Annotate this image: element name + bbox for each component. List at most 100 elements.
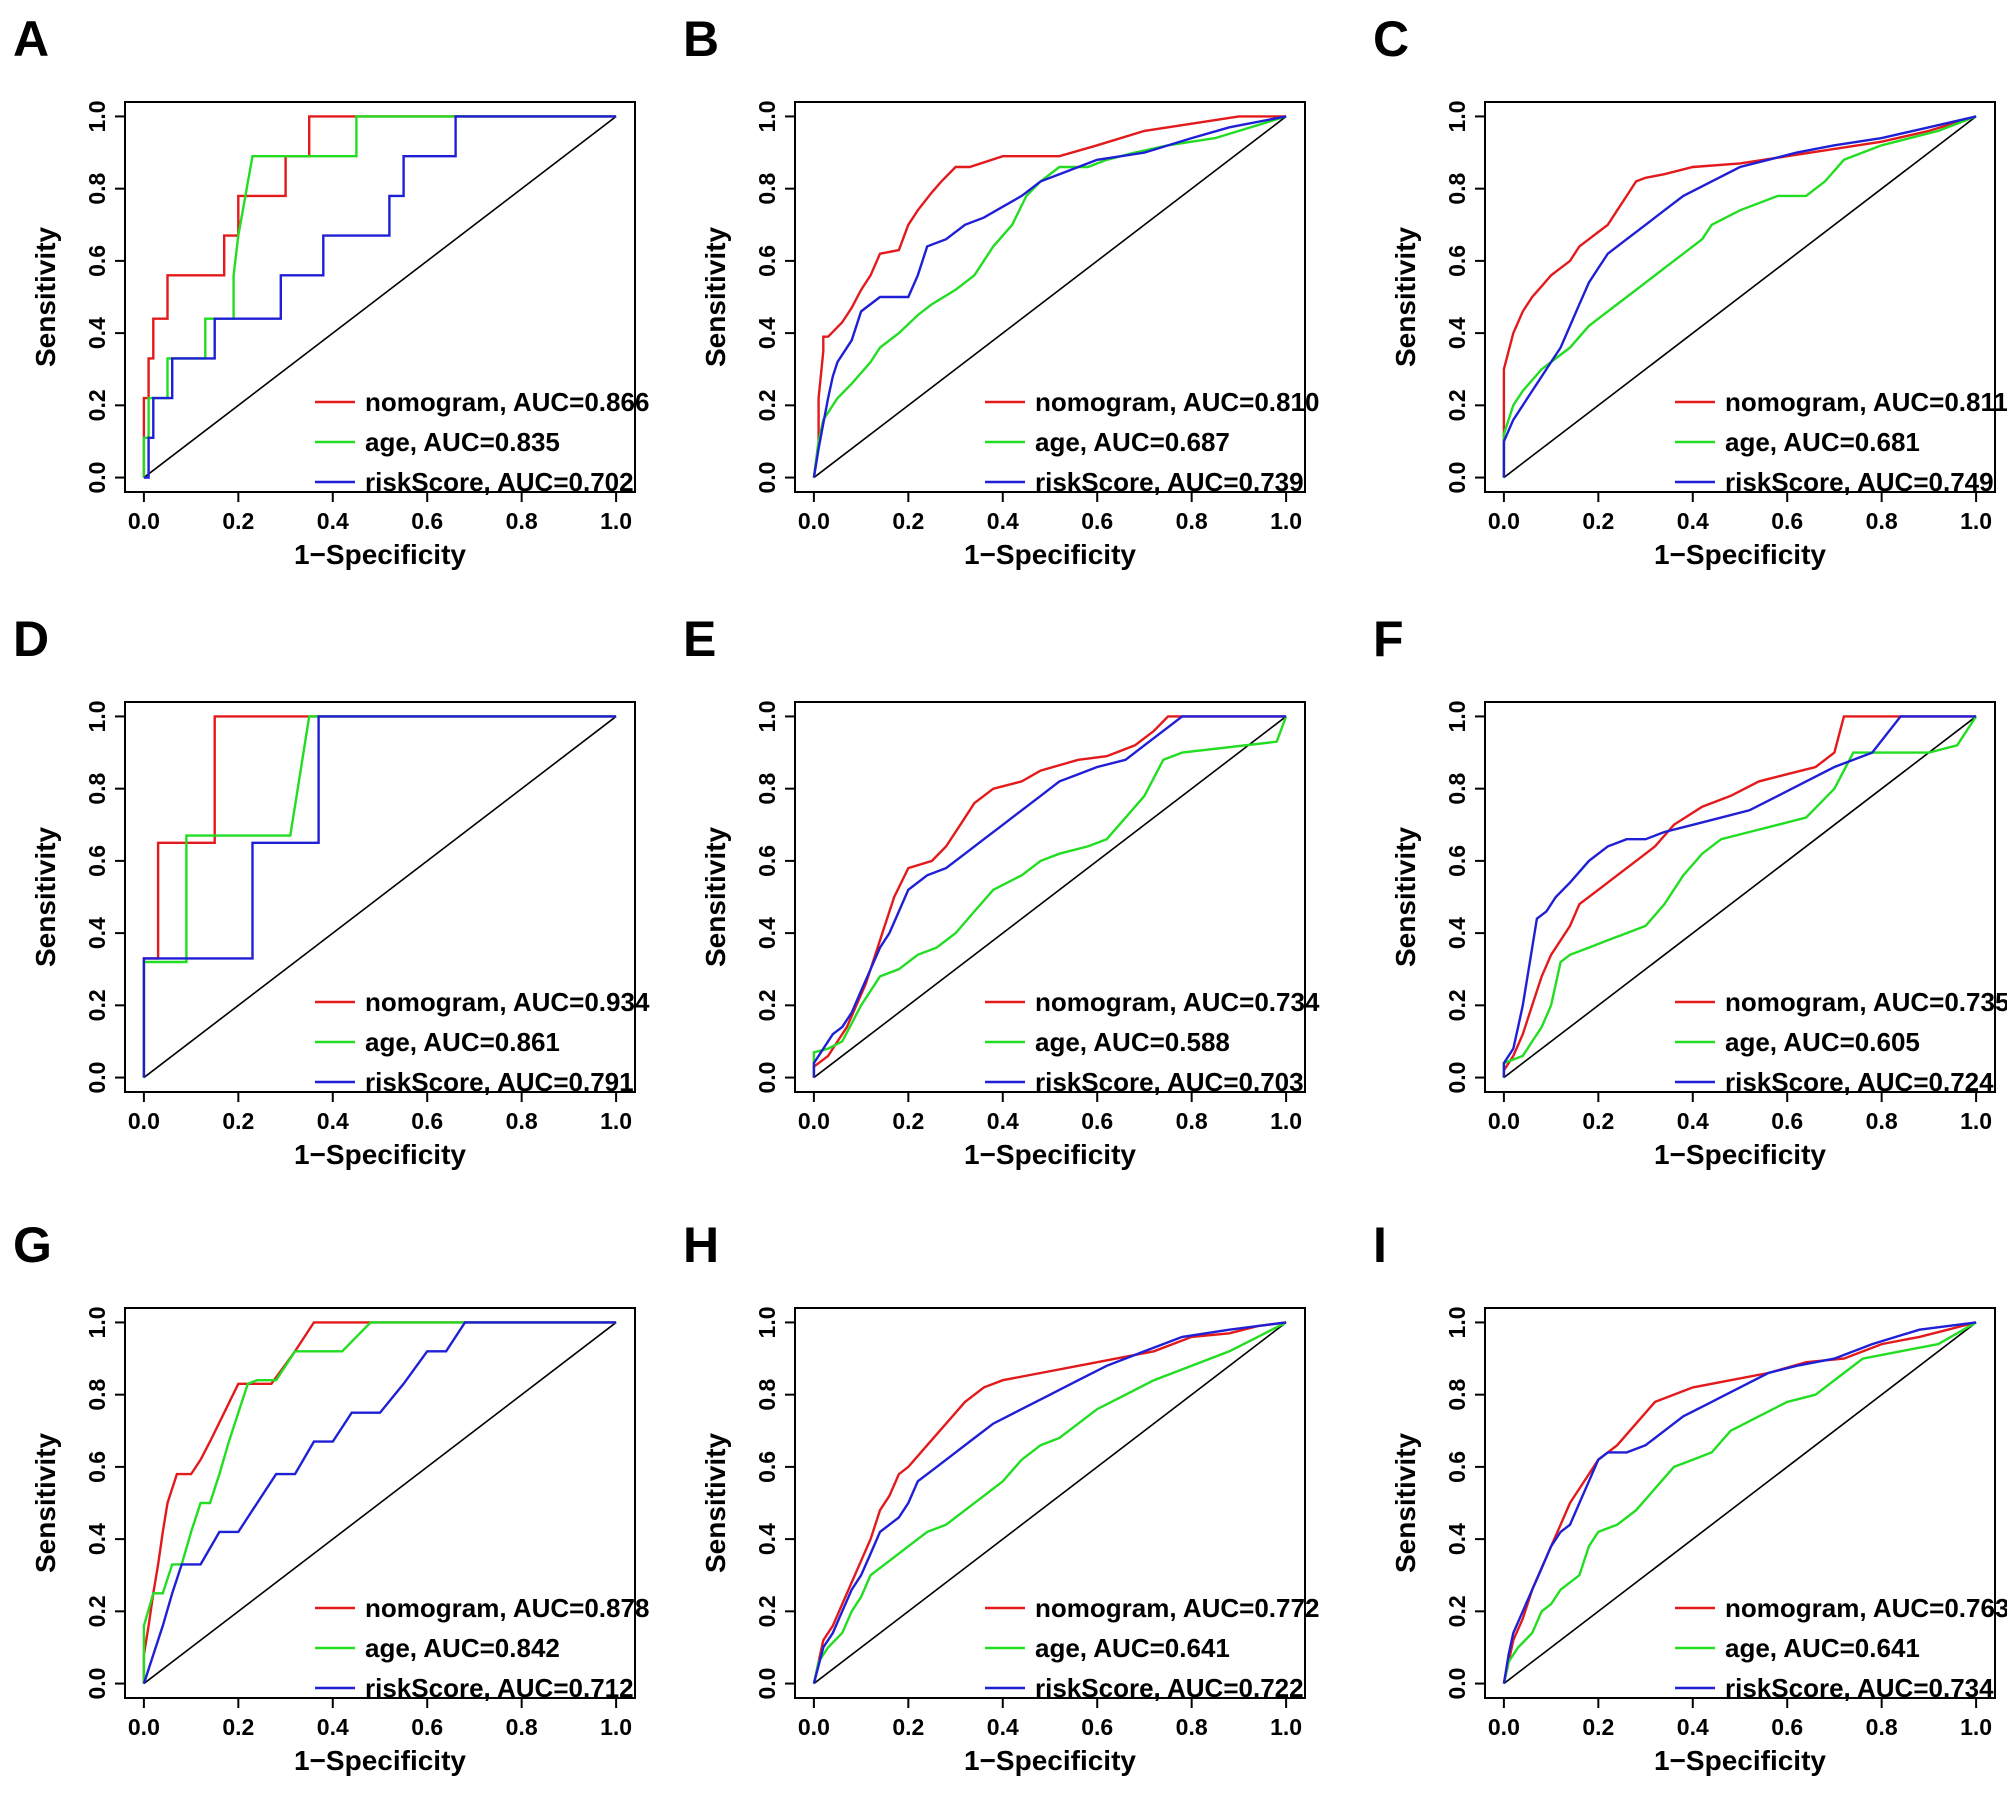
x-tick-label: 0.2 bbox=[892, 1714, 924, 1740]
y-tick-label: 0.0 bbox=[84, 1062, 110, 1094]
reference-diagonal bbox=[143, 715, 617, 1079]
y-tick-label: 0.4 bbox=[84, 1523, 110, 1555]
riskScore-roc-curve bbox=[143, 115, 617, 479]
nomogram-roc-curve bbox=[812, 115, 1287, 478]
x-tick-label: 0.8 bbox=[506, 1714, 538, 1740]
nomogram-roc-curve bbox=[812, 715, 1287, 1078]
x-tick-label: 0.6 bbox=[411, 1108, 443, 1134]
x-tick-label: 0.0 bbox=[128, 1108, 160, 1134]
y-tick-label: 0.0 bbox=[1444, 1668, 1470, 1700]
y-tick-label: 0.8 bbox=[84, 1378, 110, 1410]
legend-label-nomogram: nomogram, AUC=0.763 bbox=[1725, 1593, 2007, 1623]
reference-diagonal bbox=[143, 115, 617, 479]
y-tick-label: 0.2 bbox=[84, 989, 110, 1021]
x-tick-label: 0.8 bbox=[1866, 1108, 1898, 1134]
x-tick-label: 0.6 bbox=[411, 1714, 443, 1740]
reference-diagonal bbox=[813, 1321, 1287, 1685]
roc-panel-b: B 0.0 0.2 0.4 0.6 0.8 1.0 0.0 0.2 0.4 0.6 0.8 1.0 1−S… bbox=[683, 11, 1319, 570]
y-tick-label: 0.4 bbox=[754, 1523, 780, 1555]
legend-label-nomogram: nomogram, AUC=0.811 bbox=[1725, 387, 2007, 417]
legend-label-nomogram: nomogram, AUC=0.734 bbox=[1035, 987, 1320, 1017]
plot-frame bbox=[124, 1307, 636, 1699]
y-tick-label: 0.2 bbox=[1444, 989, 1470, 1021]
x-tick-label: 0.4 bbox=[1677, 1108, 1709, 1134]
x-tick-label: 0.6 bbox=[1771, 1108, 1803, 1134]
panel-label: G bbox=[13, 1217, 52, 1273]
panel-label: F bbox=[1373, 611, 1404, 667]
y-tick-label: 1.0 bbox=[84, 700, 110, 732]
x-tick-label: 0.0 bbox=[1488, 508, 1520, 534]
y-tick-label: 1.0 bbox=[754, 700, 780, 732]
panel-label: E bbox=[683, 611, 716, 667]
x-tick-label: 0.8 bbox=[1866, 1714, 1898, 1740]
legend-label-nomogram: nomogram, AUC=0.735 bbox=[1725, 987, 2007, 1017]
y-tick-label: 0.6 bbox=[84, 845, 110, 877]
x-tick-label: 0.6 bbox=[1081, 508, 1113, 534]
y-tick-label: 0.2 bbox=[1444, 389, 1470, 421]
y-tick-label: 0.8 bbox=[84, 772, 110, 804]
x-tick-label: 0.6 bbox=[1081, 1108, 1113, 1134]
reference-diagonal bbox=[1503, 1321, 1977, 1685]
x-tick-label: 0.0 bbox=[1488, 1108, 1520, 1134]
x-tick-label: 0.0 bbox=[1488, 1714, 1520, 1740]
roc-panel-h: H 0.0 0.2 0.4 0.6 0.8 1.0 0.0 0.2 0.4 0.6 0.8 1.0 1−S… bbox=[683, 1217, 1319, 1776]
x-axis-title: 1−Specificity bbox=[1654, 539, 1826, 570]
roc-panel-g: G 0.0 0.2 0.4 0.6 0.8 1.0 0.0 0.2 0.4 0.6 0.8 1.0 1−S… bbox=[13, 1217, 649, 1776]
riskScore-roc-curve bbox=[1502, 715, 1977, 1078]
age-roc-curve bbox=[142, 1321, 617, 1684]
age-roc-curve bbox=[1502, 715, 1978, 1078]
y-tick-label: 0.6 bbox=[84, 245, 110, 277]
roc-panel-f: F 0.0 0.2 0.4 0.6 0.8 1.0 0.0 0.2 0.4 0.6 0.8 1.0 1−S… bbox=[1373, 611, 2007, 1170]
legend-label-age: age, AUC=0.842 bbox=[365, 1633, 560, 1663]
x-tick-label: 0.2 bbox=[222, 1714, 254, 1740]
legend-label-riskScore: riskScore, AUC=0.749 bbox=[1725, 467, 1994, 497]
y-tick-label: 0.8 bbox=[754, 772, 780, 804]
legend-label-riskScore: riskScore, AUC=0.722 bbox=[1035, 1673, 1304, 1703]
y-tick-label: 1.0 bbox=[754, 1306, 780, 1338]
y-tick-label: 0.0 bbox=[1444, 462, 1470, 494]
y-axis-title: Sensitivity bbox=[1390, 827, 1421, 967]
x-tick-label: 0.2 bbox=[892, 508, 924, 534]
x-tick-label: 0.8 bbox=[1866, 508, 1898, 534]
x-tick-label: 0.6 bbox=[1771, 1714, 1803, 1740]
y-tick-label: 1.0 bbox=[84, 100, 110, 132]
y-tick-label: 0.2 bbox=[84, 1595, 110, 1627]
plot-frame bbox=[1484, 1307, 1996, 1699]
y-tick-label: 0.8 bbox=[1444, 172, 1470, 204]
y-tick-label: 1.0 bbox=[84, 1306, 110, 1338]
plot-frame bbox=[1484, 701, 1996, 1093]
x-axis-title: 1−Specificity bbox=[964, 1139, 1136, 1170]
y-tick-label: 0.8 bbox=[1444, 772, 1470, 804]
panel-label: D bbox=[13, 611, 49, 667]
reference-diagonal bbox=[1503, 115, 1977, 479]
x-tick-label: 0.6 bbox=[1081, 1714, 1113, 1740]
y-tick-label: 0.6 bbox=[754, 245, 780, 277]
age-roc-curve bbox=[1502, 1321, 1977, 1684]
x-tick-label: 0.6 bbox=[1771, 508, 1803, 534]
legend-label-riskScore: riskScore, AUC=0.791 bbox=[365, 1067, 634, 1097]
y-tick-label: 0.4 bbox=[84, 917, 110, 949]
plot-frame bbox=[124, 101, 636, 493]
y-tick-label: 0.0 bbox=[84, 1668, 110, 1700]
y-tick-label: 0.2 bbox=[754, 1595, 780, 1627]
x-tick-label: 0.8 bbox=[1176, 1108, 1208, 1134]
y-tick-label: 0.8 bbox=[84, 172, 110, 204]
panel-label: H bbox=[683, 1217, 719, 1273]
y-axis-title: Sensitivity bbox=[1390, 1433, 1421, 1573]
riskScore-roc-curve bbox=[812, 715, 1287, 1078]
legend-label-age: age, AUC=0.681 bbox=[1725, 427, 1920, 457]
x-tick-label: 0.0 bbox=[798, 1714, 830, 1740]
y-tick-label: 0.6 bbox=[754, 1451, 780, 1483]
y-tick-label: 1.0 bbox=[1444, 100, 1470, 132]
x-tick-label: 0.2 bbox=[1582, 1108, 1614, 1134]
x-tick-label: 0.0 bbox=[128, 508, 160, 534]
plot-frame bbox=[124, 701, 636, 1093]
roc-panel-d: D 0.0 0.2 0.4 0.6 0.8 1.0 0.0 0.2 0.4 0.6 0.8 1.0 1−S… bbox=[13, 611, 650, 1170]
y-tick-label: 0.0 bbox=[754, 1668, 780, 1700]
reference-diagonal bbox=[813, 715, 1287, 1079]
x-tick-label: 0.0 bbox=[798, 1108, 830, 1134]
legend-label-age: age, AUC=0.687 bbox=[1035, 427, 1230, 457]
plot-frame bbox=[794, 1307, 1306, 1699]
x-axis-title: 1−Specificity bbox=[294, 1745, 466, 1776]
